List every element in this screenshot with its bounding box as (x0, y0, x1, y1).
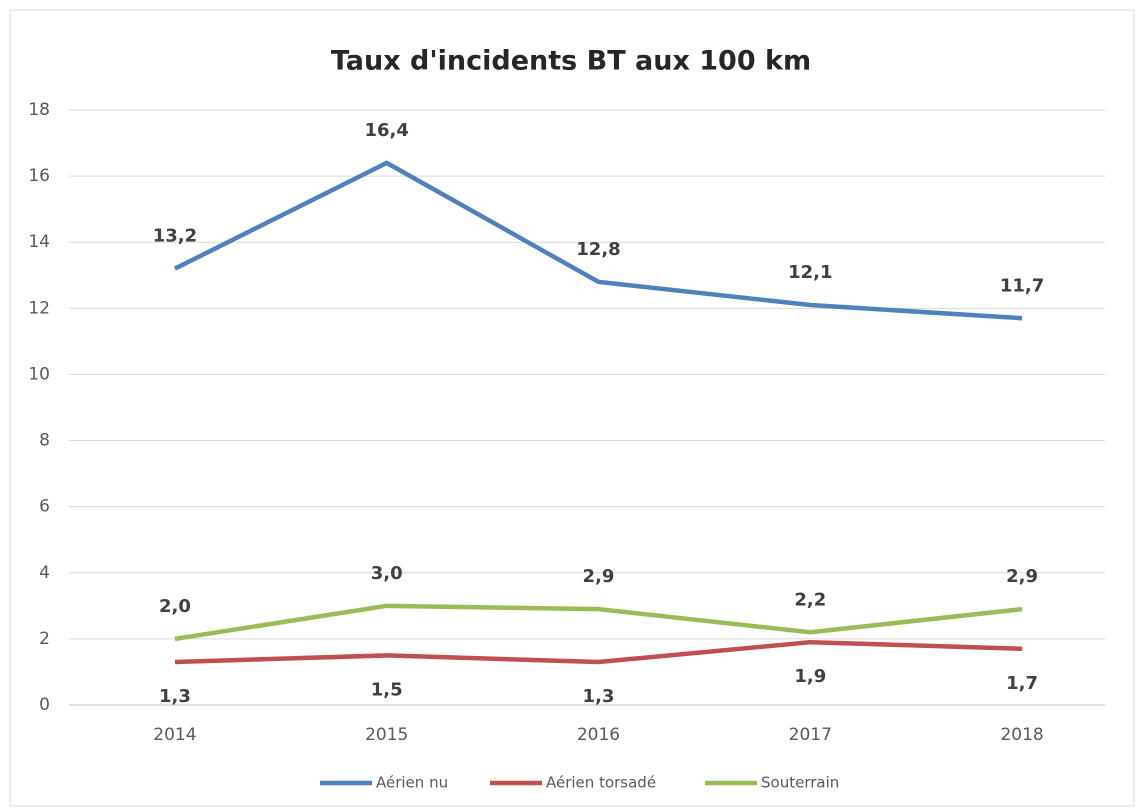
y-tick-label: 14 (28, 232, 50, 252)
x-tick-label: 2018 (1000, 725, 1043, 745)
series-line (173, 160, 1023, 321)
data-label: 2,9 (1006, 566, 1038, 587)
data-label: 11,7 (1000, 275, 1044, 296)
y-tick-label: 16 (28, 166, 50, 186)
y-tick-label: 2 (39, 629, 50, 649)
legend-label: Aérien torsadé (546, 774, 656, 792)
data-label: 1,9 (794, 666, 826, 687)
chart-title: Taux d'incidents BT aux 100 km (331, 46, 811, 77)
x-tick-label: 2015 (365, 725, 408, 745)
data-label: 13,2 (153, 226, 197, 247)
x-tick-label: 2016 (577, 725, 620, 745)
chart-frame (9, 9, 1135, 807)
y-tick-label: 8 (39, 431, 50, 451)
y-tick-label: 0 (39, 695, 50, 715)
data-label: 12,8 (576, 239, 620, 260)
y-tick-label: 6 (39, 497, 50, 517)
y-tick-label: 10 (28, 364, 50, 384)
series-line (174, 603, 1023, 642)
data-label: 12,1 (788, 262, 832, 283)
data-label: 16,4 (364, 120, 408, 141)
data-label: 1,3 (159, 686, 191, 707)
y-tick-label: 4 (39, 563, 50, 583)
legend-label: Souterrain (761, 774, 839, 792)
data-label: 2,0 (159, 596, 191, 617)
data-label: 1,5 (371, 679, 403, 700)
data-label: 1,3 (583, 686, 615, 707)
data-label: 3,0 (371, 563, 403, 584)
data-label: 2,2 (794, 589, 826, 610)
x-tick-label: 2014 (153, 725, 196, 745)
series-line (174, 639, 1023, 665)
data-label: 2,9 (583, 566, 615, 587)
x-tick-label: 2017 (789, 725, 832, 745)
y-tick-label: 12 (28, 298, 50, 318)
data-label: 1,7 (1006, 673, 1038, 694)
legend-label: Aérien nu (376, 774, 448, 792)
y-tick-label: 18 (28, 100, 50, 120)
